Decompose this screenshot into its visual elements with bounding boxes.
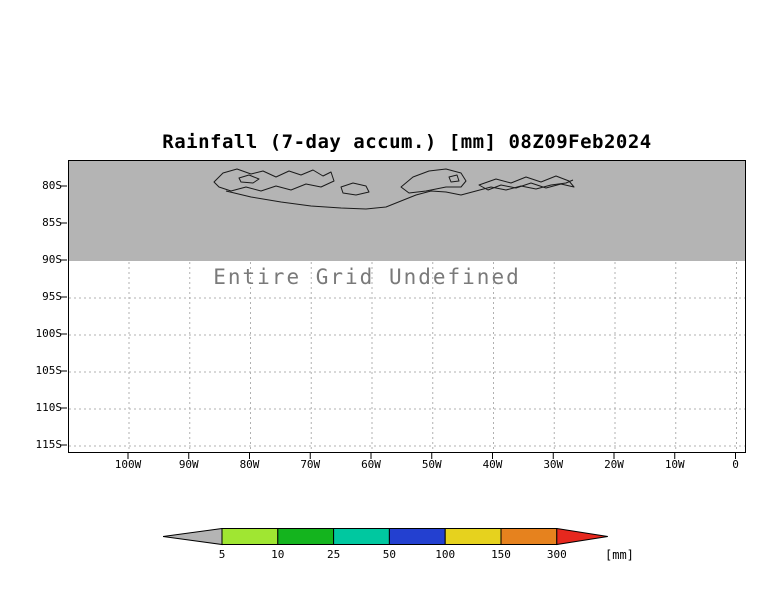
x-tick-label: 20W: [604, 458, 624, 471]
x-tick-label: 10W: [664, 458, 685, 471]
x-tick-label: 60W: [361, 458, 381, 471]
plot-title: Rainfall (7-day accum.) [mm] 08Z09Feb202…: [162, 131, 652, 153]
colorbar-level-label: 150: [491, 548, 511, 561]
grid-lines: [69, 262, 745, 452]
y-tick-label: 80S: [42, 179, 62, 192]
y-tick-label: 85S: [42, 216, 62, 229]
undefined-grid-message: Entire Grid Undefined: [213, 265, 521, 289]
colorbar-level-label: 50: [382, 548, 397, 561]
colorbar-level-label: 25: [326, 548, 341, 561]
y-tick-label: 90S: [42, 253, 62, 266]
y-tick-label: 100S: [35, 327, 63, 340]
x-tick-label: 100W: [114, 458, 142, 471]
y-tick-label: 95S: [42, 290, 62, 303]
y-tick-label: 105S: [35, 364, 63, 377]
x-tick-label: 90W: [178, 458, 199, 471]
no-data-shaded-region: [69, 161, 745, 261]
y-tick-label: 115S: [35, 438, 63, 451]
x-tick-label: 70W: [300, 458, 321, 471]
coastline-contours: [213, 168, 575, 210]
colorbar-level-label: 10: [271, 548, 285, 561]
colorbar-units-label: [mm]: [605, 548, 634, 562]
plot-area: Entire Grid Undefined: [68, 160, 746, 453]
x-tick-label: 40W: [482, 458, 503, 471]
x-tick-label: 30W: [543, 458, 564, 471]
colorbar-level-label: 5: [218, 548, 226, 561]
x-tick-label: 50W: [421, 458, 442, 471]
colorbar: [163, 528, 608, 546]
y-tick-label: 110S: [35, 401, 63, 414]
colorbar-level-label: 300: [546, 548, 567, 561]
plot-grid-layer: [69, 168, 745, 452]
x-tick-label: 0: [732, 458, 739, 471]
colorbar-level-label: 100: [435, 548, 456, 561]
x-tick-label: 80W: [239, 458, 260, 471]
